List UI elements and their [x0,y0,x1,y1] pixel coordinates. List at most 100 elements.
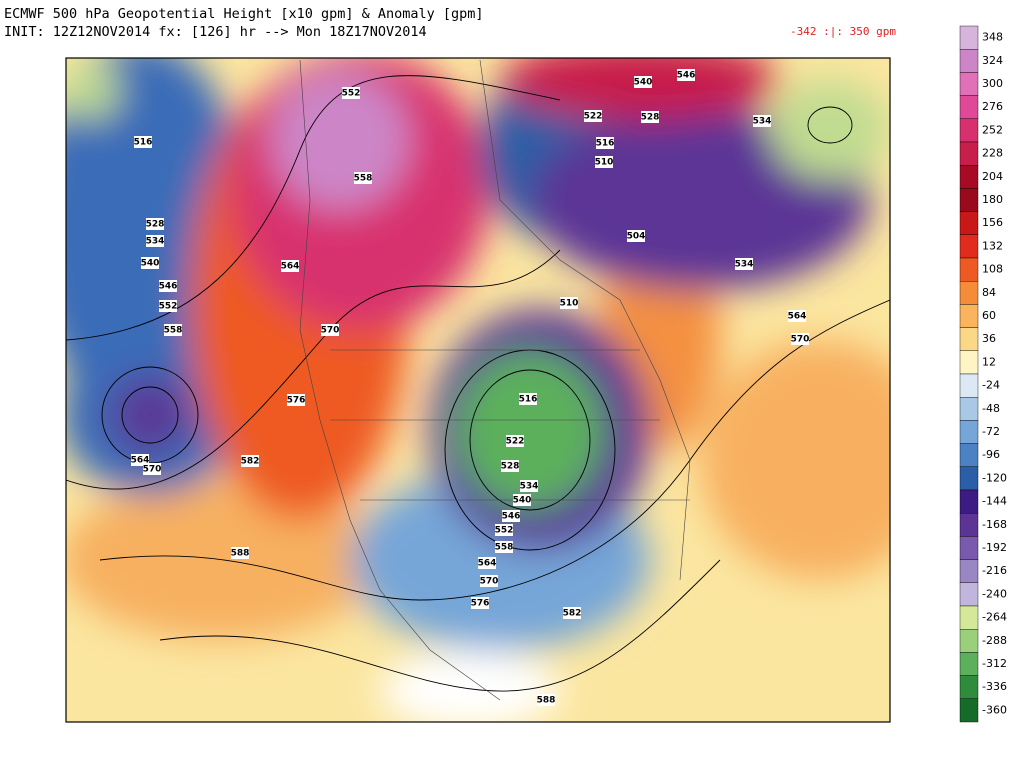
contour-label: 564 [788,312,807,322]
colorbar-label: 60 [982,309,996,322]
contour-label-bg [519,393,537,405]
contour-label: 528 [641,113,660,123]
contour-label: 558 [495,543,514,553]
contour-label-bg [677,69,695,81]
colorbar-swatch [959,72,979,96]
contour-label: 516 [134,138,153,148]
contour-label: 540 [634,78,653,88]
colorbar-label: 132 [982,239,1003,252]
colorbar-swatch [959,350,979,375]
contour-label: 522 [506,437,525,447]
contour-label: 510 [560,299,579,309]
colorbar-label: 84 [982,286,996,299]
contour-label: 510 [595,158,614,168]
colorbar-label: 12 [982,355,996,368]
colorbar-swatch [959,327,979,352]
contour-label-bg [478,557,496,569]
contour-label: 534 [753,117,772,127]
contour-label: 558 [354,174,373,184]
contour-label-bg [506,435,524,447]
contour-label-bg [164,324,182,336]
colorbar-swatch [959,373,979,398]
contour-label-bg [146,235,164,247]
colorbar-label: 276 [982,100,1003,113]
colorbar-label: -96 [982,448,1000,461]
colorbar-swatch [959,675,979,699]
contour-label-bg [595,156,613,168]
contour-label: 540 [513,496,532,506]
colorbar-swatch [959,25,979,50]
colorbar-swatch [959,559,979,583]
contour-label-bg [287,394,305,406]
colorbar-label: 156 [982,216,1003,229]
colorbar-swatch [959,582,979,607]
colorbar-label: -144 [982,495,1007,508]
contour-label: 534 [520,482,539,492]
contour-label: 564 [478,559,497,569]
contour-label-bg [513,494,531,506]
contour-label-bg [520,480,538,492]
contour-label-bg [495,524,513,536]
colorbar-swatch [959,95,979,119]
contour-label-bg [241,455,259,467]
contour-label: 528 [146,220,165,230]
contour-label-bg [143,463,161,475]
colorbar-swatch [959,257,979,282]
contour-label: 546 [159,282,178,292]
map-field [66,58,890,722]
colorbar-swatch [959,49,979,73]
contour-label-bg [791,333,809,345]
contour-label-bg [627,230,645,242]
colorbar-label: 348 [982,31,1003,44]
contour-label: 576 [287,396,306,406]
contour-label: 528 [501,462,520,472]
contour-label-bg [471,597,489,609]
contour-label: 570 [321,326,340,336]
contour-label: 564 [281,262,300,272]
contour-label: 588 [231,549,250,559]
colorbar-label: 180 [982,193,1003,206]
contour-label-bg [354,172,372,184]
contour-label: 504 [627,232,646,242]
colorbar-swatch [959,605,979,630]
colorbar-label: -120 [982,471,1007,484]
contour-label: 564 [131,456,150,466]
contour-label: 552 [159,302,178,312]
contour-label: 576 [471,599,490,609]
contour-label-bg [342,87,360,99]
colorbar-swatch [959,304,979,328]
contour-label: 540 [141,259,160,269]
colorbar-label: -312 [982,657,1007,670]
colorbar-label: -216 [982,564,1007,577]
contour-label: 552 [495,526,514,536]
contour-label-bg [321,324,339,336]
contour-label: 570 [143,465,162,475]
contour-label-bg [563,607,581,619]
contour-label-bg [501,460,519,472]
colorbar-label: -72 [982,425,1000,438]
colorbar-swatch [959,211,979,236]
colorbar-label: -48 [982,402,1000,415]
colorbar-swatch [959,698,979,723]
map-frame [65,57,891,723]
contour-label-bg [735,258,753,270]
contour-label: 552 [342,89,361,99]
contour-label: 546 [502,512,521,522]
colorbar-swatch [959,234,979,259]
contour-label-bg [584,110,602,122]
contour-label: 522 [584,112,603,122]
colorbar-swatch [959,629,979,653]
contour-label-bg [495,541,513,553]
colorbar-label: -264 [982,611,1007,624]
contour-label-bg [159,300,177,312]
colorbar-swatch [959,652,979,676]
colorbar-label: 36 [982,332,996,345]
colorbar-swatch [959,141,979,166]
colorbar-swatch [959,489,979,514]
colorbar-label: -168 [982,518,1007,531]
colorbar-label: 300 [982,77,1003,90]
contour-label: 582 [563,609,582,619]
colorbar-label: 228 [982,147,1003,160]
contour-label-bg [753,115,771,127]
